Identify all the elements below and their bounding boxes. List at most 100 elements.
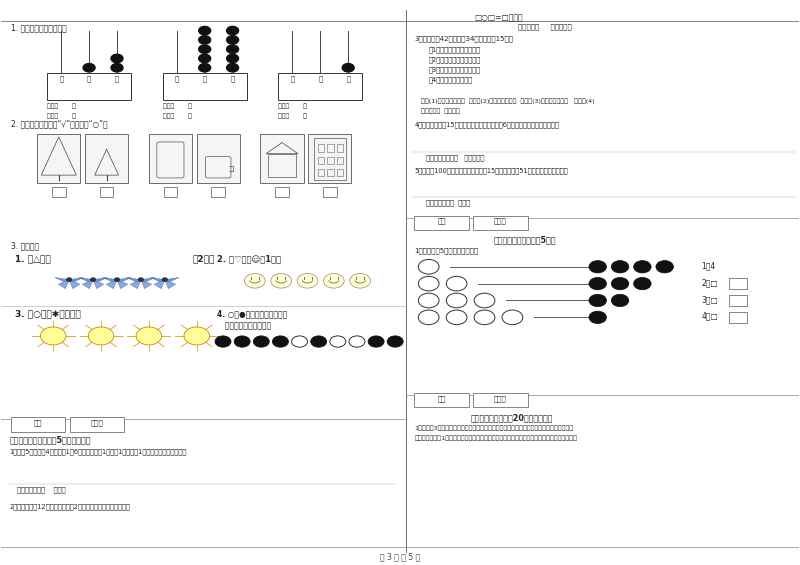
Polygon shape	[82, 280, 93, 289]
Polygon shape	[78, 277, 93, 282]
FancyBboxPatch shape	[414, 216, 469, 230]
Text: 评卷人: 评卷人	[494, 218, 507, 224]
Circle shape	[226, 54, 238, 63]
Circle shape	[111, 63, 123, 72]
Circle shape	[198, 27, 210, 35]
Circle shape	[446, 310, 467, 325]
Text: 得分: 得分	[438, 395, 446, 402]
Polygon shape	[69, 280, 80, 289]
FancyBboxPatch shape	[261, 133, 303, 183]
Circle shape	[634, 277, 651, 290]
Circle shape	[418, 276, 439, 291]
Circle shape	[446, 276, 467, 291]
Circle shape	[418, 259, 439, 274]
Circle shape	[611, 294, 629, 307]
Circle shape	[162, 278, 167, 281]
Text: 读作（       ）: 读作（ ）	[163, 113, 192, 119]
Circle shape	[138, 278, 143, 281]
Text: 个: 个	[230, 75, 234, 82]
Circle shape	[418, 310, 439, 325]
Text: 百: 百	[174, 75, 178, 82]
Text: 十: 十	[87, 75, 91, 82]
Circle shape	[323, 273, 344, 288]
Polygon shape	[141, 280, 152, 289]
Circle shape	[350, 273, 370, 288]
FancyBboxPatch shape	[211, 188, 225, 197]
Text: 评卷人: 评卷人	[90, 420, 103, 426]
Text: 个: 个	[115, 75, 119, 82]
Text: （3）白花比黄花少多少朵？: （3）白花比黄花少多少朵？	[429, 67, 481, 73]
Text: 读作（       ）: 读作（ ）	[47, 113, 76, 119]
Text: 评卷人: 评卷人	[494, 395, 507, 402]
FancyBboxPatch shape	[197, 133, 240, 183]
FancyBboxPatch shape	[275, 188, 289, 197]
Circle shape	[474, 310, 495, 325]
Text: 5、一共有100只气球，其中红气球朗15只，蓝气球朗51只，黄气球有多少只？: 5、一共有100只气球，其中红气球朗15只，蓝气球朗51只，黄气球有多少只？	[414, 168, 568, 175]
Circle shape	[446, 293, 467, 308]
Circle shape	[226, 36, 238, 44]
Text: 3、小英做红42朵，做黄34朵，做白花15朵。: 3、小英做红42朵，做黄34朵，做白花15朵。	[414, 35, 514, 42]
Circle shape	[90, 278, 95, 281]
Circle shape	[234, 336, 250, 347]
Text: 答：红红原来有（   ）张邮票。: 答：红红原来有（ ）张邮票。	[426, 154, 485, 161]
Circle shape	[41, 327, 66, 345]
Circle shape	[245, 273, 266, 288]
FancyBboxPatch shape	[323, 188, 337, 197]
Circle shape	[589, 311, 606, 324]
FancyBboxPatch shape	[474, 393, 527, 407]
FancyBboxPatch shape	[52, 188, 66, 197]
Text: 答：还应找回（    ）角。: 答：还应找回（ ）角。	[18, 486, 66, 493]
Text: 1. 看算盘，写数、读数。: 1. 看算盘，写数、读数。	[11, 23, 66, 32]
Text: （4）一共有多少朵花？: （4）一共有多少朵花？	[429, 77, 473, 83]
FancyBboxPatch shape	[100, 188, 114, 197]
Polygon shape	[93, 280, 104, 289]
Polygon shape	[117, 277, 131, 282]
Text: 读作（       ）: 读作（ ）	[278, 113, 307, 119]
Text: 八、解决问题（本题共5分，每题分）: 八、解决问题（本题共5分，每题分）	[10, 436, 91, 445]
Text: 十: 十	[202, 75, 206, 82]
FancyBboxPatch shape	[163, 73, 246, 100]
Circle shape	[368, 336, 384, 347]
Polygon shape	[106, 280, 117, 289]
Text: 九、个性空间（本题共5分）: 九、个性空间（本题共5分）	[494, 235, 557, 244]
Circle shape	[589, 294, 606, 307]
Text: 得分: 得分	[438, 218, 446, 224]
Text: （2）白花比红花少多少朵？: （2）白花比红花少多少朵？	[429, 56, 481, 63]
Circle shape	[215, 336, 231, 347]
Circle shape	[226, 63, 238, 72]
Text: 使两种珠子同样多吗？: 使两种珠子同样多吗？	[217, 322, 270, 331]
Text: 答：黄气球有（  ）只。: 答：黄气球有（ ）只。	[426, 200, 470, 206]
Circle shape	[198, 36, 210, 44]
Text: 写作（       ）: 写作（ ）	[47, 103, 76, 108]
FancyBboxPatch shape	[164, 188, 177, 197]
Polygon shape	[130, 280, 141, 289]
Text: 2、教室里面朗12个同学，出去了2人，教室里还有几个小同学？: 2、教室里面朗12个同学，出去了2人，教室里还有几个小同学？	[10, 503, 130, 510]
Circle shape	[198, 45, 210, 54]
Text: 个: 个	[346, 75, 350, 82]
Text: 4. ○和●谁多？你能接着画，: 4. ○和●谁多？你能接着画，	[217, 309, 287, 318]
FancyBboxPatch shape	[149, 133, 192, 183]
Circle shape	[198, 54, 210, 63]
FancyBboxPatch shape	[278, 73, 362, 100]
Text: 4、明明：「我朗15张邮票，」红红：「我比你6张，」红红原来有几张邮票？: 4、明明：「我朗15张邮票，」红红：「我比你6张，」红红原来有几张邮票？	[414, 121, 559, 128]
Circle shape	[226, 27, 238, 35]
Polygon shape	[117, 280, 128, 289]
Polygon shape	[150, 277, 165, 282]
Text: 百: 百	[59, 75, 63, 82]
Polygon shape	[165, 280, 175, 289]
Text: 3. 画一画。: 3. 画一画。	[11, 241, 39, 250]
FancyBboxPatch shape	[47, 73, 131, 100]
Text: 1. 画△，比: 1. 画△，比	[15, 254, 50, 263]
Circle shape	[656, 260, 674, 273]
Circle shape	[502, 310, 522, 325]
Circle shape	[114, 278, 119, 281]
Polygon shape	[69, 277, 83, 282]
Text: 百: 百	[290, 75, 294, 82]
Circle shape	[342, 63, 354, 72]
Circle shape	[254, 336, 270, 347]
Polygon shape	[58, 280, 69, 289]
Circle shape	[310, 336, 326, 347]
Circle shape	[184, 327, 210, 345]
Circle shape	[611, 277, 629, 290]
FancyBboxPatch shape	[38, 133, 80, 183]
